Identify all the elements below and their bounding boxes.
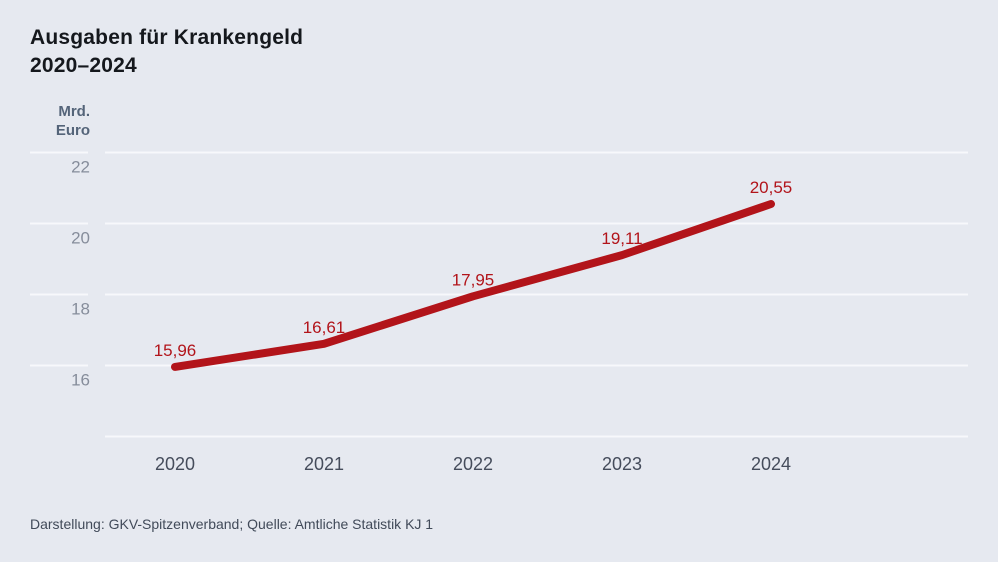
x-tick-label: 2021 xyxy=(304,454,344,474)
y-axis-unit-line1: Mrd. xyxy=(58,103,90,120)
chart-title: Ausgaben für Krankengeld 2020–2024 xyxy=(30,24,303,80)
x-tick-label: 2022 xyxy=(453,454,493,474)
point-label: 16,61 xyxy=(303,318,346,337)
x-tick-label: 2020 xyxy=(155,454,195,474)
point-label: 19,11 xyxy=(601,229,642,248)
chart-title-line1: Ausgaben für Krankengeld xyxy=(30,26,304,49)
y-axis-unit-label: Mrd. Euro xyxy=(0,102,90,140)
x-tick-label: 2024 xyxy=(751,454,791,474)
point-label: 15,96 xyxy=(154,341,197,360)
point-label: 17,95 xyxy=(452,270,495,289)
y-tick-label: 18 xyxy=(71,300,90,319)
source-note: Darstellung: GKV-Spitzenverband; Quelle:… xyxy=(30,516,434,532)
chart-title-line2: 2020–2024 xyxy=(30,54,137,77)
point-label: 20,55 xyxy=(750,178,793,197)
data-series-line xyxy=(171,200,775,371)
x-tick-label: 2023 xyxy=(602,454,642,474)
y-tick-label: 16 xyxy=(71,371,90,390)
y-axis-unit-line2: Euro xyxy=(55,122,90,139)
y-tick-label: 20 xyxy=(71,229,90,248)
y-tick-label: 22 xyxy=(71,158,90,177)
